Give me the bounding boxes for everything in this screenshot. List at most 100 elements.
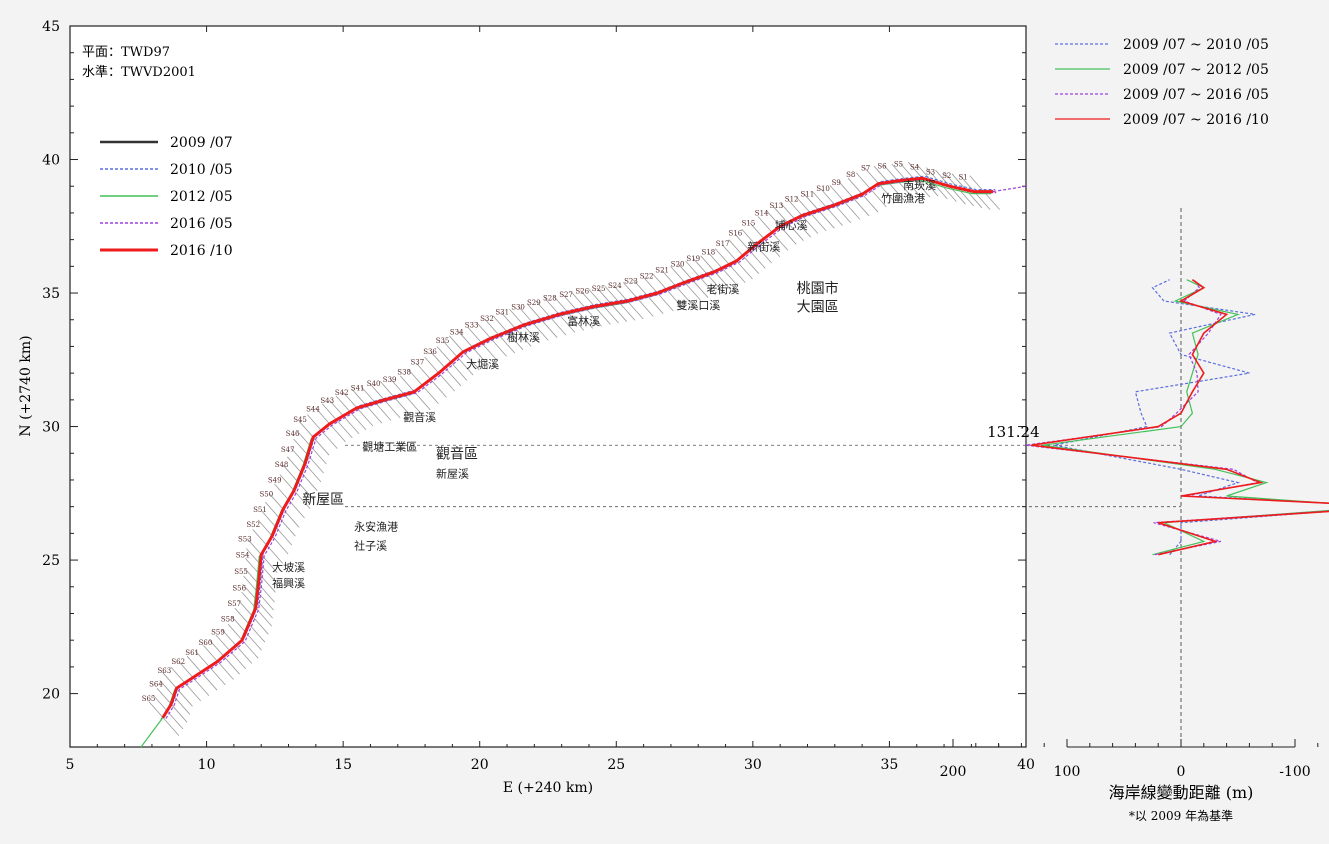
place-annotation: 新屋溪 bbox=[436, 466, 469, 480]
place-annotation: 新街溪 bbox=[747, 239, 780, 253]
place-annotation: 南崁溪 bbox=[903, 179, 936, 192]
highlight-label: 131.24 bbox=[987, 423, 1040, 441]
section-label: S65 bbox=[142, 695, 156, 703]
change-tick-label: 0 bbox=[1177, 764, 1186, 780]
datum-note-vertical: 水準：TWVD2001 bbox=[82, 64, 196, 80]
section-label: S3 bbox=[926, 168, 935, 176]
section-label: S24 bbox=[608, 282, 622, 290]
reference-lines bbox=[345, 444, 1181, 508]
section-label: S37 bbox=[411, 358, 425, 366]
place-annotation: 埔心溪 bbox=[775, 219, 808, 232]
legend-label: 2016 /05 bbox=[170, 216, 233, 232]
section-label: S13 bbox=[770, 202, 784, 210]
section-label: S53 bbox=[238, 535, 252, 543]
y-tick-label: 30 bbox=[42, 420, 60, 436]
section-label: S30 bbox=[511, 304, 525, 312]
section-label: S43 bbox=[320, 397, 334, 405]
section-label: S23 bbox=[624, 278, 638, 286]
y-tick-label: 45 bbox=[42, 19, 60, 35]
section-label: S4 bbox=[910, 164, 920, 172]
x-tick-label: 35 bbox=[881, 757, 899, 773]
place-annotation: 竹圍漁港 bbox=[881, 191, 925, 205]
section-label: S15 bbox=[742, 219, 756, 227]
section-label: S14 bbox=[755, 209, 769, 217]
place-annotation: 老街溪 bbox=[706, 282, 739, 296]
x-tick-label: 30 bbox=[744, 757, 762, 773]
shoreline-tail-2012 bbox=[140, 717, 164, 748]
map-legend: 2009 /07 2010 /05 2012 /05 2016 /05 2016 /10 bbox=[100, 135, 233, 259]
place-annotation: 雙溪口溪 bbox=[676, 299, 720, 312]
x-tick-label: 20 bbox=[471, 757, 489, 773]
section-label: S7 bbox=[861, 165, 870, 173]
section-label: S1 bbox=[959, 174, 968, 182]
section-label: S55 bbox=[234, 568, 248, 576]
y-tick-label: 20 bbox=[42, 687, 60, 703]
y-axis-label: N (+2740 km) bbox=[18, 335, 34, 436]
section-label: S31 bbox=[495, 309, 509, 317]
datum-note-plane: 平面：TWD97 bbox=[82, 45, 170, 60]
section-label: S11 bbox=[801, 190, 815, 198]
section-label: S16 bbox=[729, 230, 743, 238]
shoreline-201605 bbox=[165, 178, 997, 719]
section-label: S29 bbox=[527, 299, 541, 307]
legend-label: 2016 /10 bbox=[170, 243, 233, 259]
change-tick-label: 100 bbox=[1054, 764, 1081, 780]
shoreline-2016-10 bbox=[161, 176, 994, 719]
y-tick-label: 25 bbox=[42, 553, 60, 569]
section-label: S35 bbox=[436, 337, 450, 345]
legend-label: 2010 /05 bbox=[170, 162, 233, 178]
section-label: S9 bbox=[832, 179, 841, 187]
section-label: S48 bbox=[275, 461, 289, 469]
section-label: S18 bbox=[702, 248, 716, 256]
place-annotation: 大堀溪 bbox=[466, 357, 499, 371]
section-label: S47 bbox=[281, 446, 295, 454]
place-annotation: 桃園市 bbox=[797, 280, 839, 297]
map-axes: 5 10 15 20 25 30 35 40 20 25 30 35 40 45 bbox=[42, 19, 1035, 773]
change-legend-label: 2009 /07 ~ 2016 /10 bbox=[1123, 112, 1269, 128]
place-annotation: 永安漁港 bbox=[354, 520, 398, 534]
hatch-tick bbox=[148, 701, 180, 736]
section-label: S49 bbox=[268, 476, 282, 484]
map-plot-frame bbox=[69, 25, 1027, 748]
change-line bbox=[1054, 279, 1329, 556]
change-legend-label: 2009 /07 ~ 2010 /05 bbox=[1123, 37, 1269, 53]
section-label: S56 bbox=[232, 585, 246, 593]
change-line bbox=[1042, 279, 1329, 556]
section-label: S22 bbox=[640, 273, 654, 281]
x-axis-label: E (+240 km) bbox=[503, 780, 593, 796]
place-annotation: 觀音溪 bbox=[403, 410, 436, 424]
x-tick-label: 15 bbox=[334, 757, 352, 773]
section-label: S62 bbox=[171, 658, 185, 666]
section-label: S63 bbox=[158, 667, 172, 675]
section-label: S25 bbox=[592, 285, 606, 293]
change-legend: 2009 /07 ~ 2010 /05 2009 /07 ~ 2012 /05 20… bbox=[1055, 37, 1269, 128]
section-label: S59 bbox=[211, 628, 225, 636]
place-annotation: 樹林溪 bbox=[507, 330, 540, 344]
change-tick-label: -100 bbox=[1279, 764, 1310, 780]
section-label: S46 bbox=[286, 430, 300, 438]
place-annotation: 觀音區 bbox=[436, 446, 478, 463]
section-label: S5 bbox=[894, 161, 903, 169]
place-annotation: 觀塘工業區 bbox=[362, 440, 417, 454]
section-label: S38 bbox=[397, 368, 411, 376]
shoreline-series bbox=[140, 175, 1027, 748]
x-tick-label: 25 bbox=[607, 757, 625, 773]
section-label: S50 bbox=[260, 491, 274, 499]
section-label: S52 bbox=[246, 521, 260, 529]
section-label: S19 bbox=[686, 255, 700, 263]
section-label: S64 bbox=[149, 680, 163, 688]
section-label: S45 bbox=[293, 416, 307, 424]
change-series bbox=[1025, 279, 1329, 556]
section-label: S8 bbox=[846, 171, 855, 179]
legend-label: 2009 /07 bbox=[170, 135, 233, 151]
section-label: S51 bbox=[253, 506, 267, 514]
y-tick-label: 35 bbox=[42, 286, 60, 302]
change-tick-label: 200 bbox=[940, 764, 967, 780]
x-tick-label: 10 bbox=[198, 757, 216, 773]
section-label: S21 bbox=[655, 266, 669, 274]
section-label: S34 bbox=[450, 329, 464, 337]
section-label: S27 bbox=[559, 291, 573, 299]
